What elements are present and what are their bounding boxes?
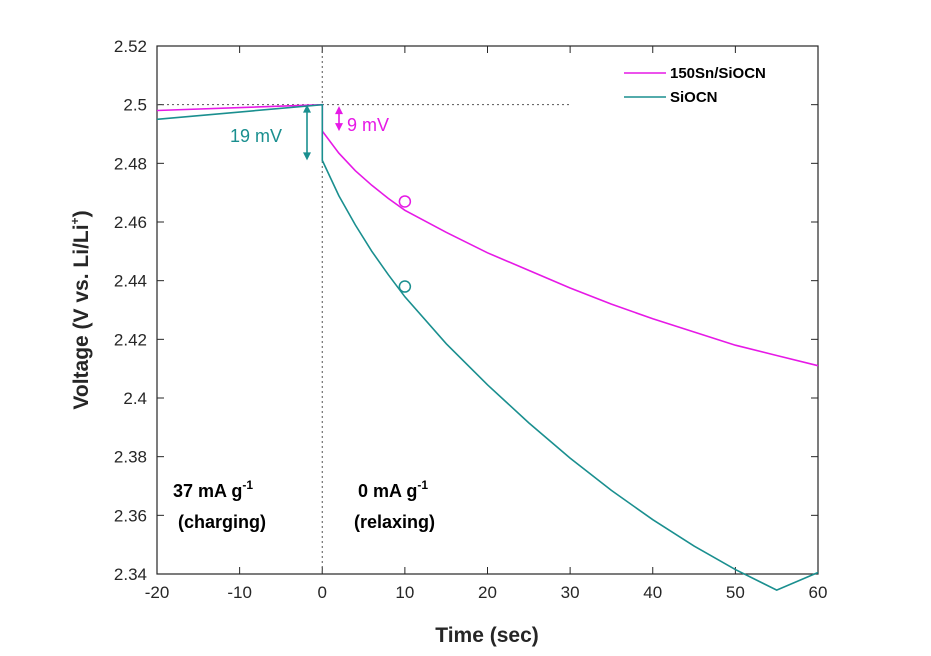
relax-rate-label: 0 mA g-1 bbox=[358, 478, 428, 501]
drop-arrow-150sn bbox=[335, 106, 343, 132]
x-tick-label: -10 bbox=[227, 583, 252, 602]
drop-arrow-siocn bbox=[303, 104, 311, 161]
annotation-9mv: 9 mV bbox=[347, 115, 389, 135]
x-tick-label: -20 bbox=[145, 583, 170, 602]
series-lines bbox=[156, 103, 819, 591]
series-line-siocn bbox=[156, 103, 819, 591]
axis-ticks: -20 -10 0 10 20 30 40 50 60 2.34 2.36 2.38 2.4 2.42 2.… bbox=[114, 37, 828, 602]
x-tick-label: 50 bbox=[726, 583, 745, 602]
y-axis-title-sup: + bbox=[68, 217, 82, 224]
annotation-19mv: 19 mV bbox=[230, 126, 282, 146]
x-tick-label: 60 bbox=[809, 583, 828, 602]
y-tick-label: 2.48 bbox=[114, 154, 147, 173]
series-markers bbox=[398, 195, 412, 293]
marker-siocn bbox=[398, 280, 412, 293]
charge-rate-sup: -1 bbox=[242, 478, 253, 492]
legend: 150Sn/SiOCN SiOCN bbox=[624, 65, 766, 106]
x-tick-label: 40 bbox=[643, 583, 662, 602]
y-tick-label: 2.4 bbox=[123, 389, 147, 408]
guide-lines bbox=[157, 46, 571, 574]
series-line-150sn bbox=[156, 103, 819, 367]
relax-state-label: (relaxing) bbox=[354, 512, 435, 532]
x-tick-label: 20 bbox=[478, 583, 497, 602]
y-axis-title-main: Voltage (V vs. Li/Li bbox=[70, 224, 93, 409]
charge-rate-label: 37 mA g-1 bbox=[173, 478, 253, 501]
drop-arrows bbox=[303, 104, 343, 161]
y-tick-label: 2.42 bbox=[114, 330, 147, 349]
relax-rate-sup: -1 bbox=[417, 478, 428, 492]
y-tick-label: 2.44 bbox=[114, 272, 147, 291]
relax-rate-main: 0 mA g bbox=[358, 481, 417, 501]
legend-label-150sn: 150Sn/SiOCN bbox=[670, 65, 766, 82]
x-tick-label: 10 bbox=[395, 583, 414, 602]
y-tick-label: 2.38 bbox=[114, 448, 147, 467]
x-tick-label: 30 bbox=[561, 583, 580, 602]
y-axis-title: Voltage (V vs. Li/Li+) bbox=[68, 210, 93, 409]
y-tick-label: 2.46 bbox=[114, 213, 147, 232]
y-tick-label: 2.5 bbox=[123, 96, 147, 115]
y-tick-label: 2.34 bbox=[114, 565, 147, 584]
y-tick-label: 2.36 bbox=[114, 506, 147, 525]
charge-rate-main: 37 mA g bbox=[173, 481, 242, 501]
x-axis-title: Time (sec) bbox=[435, 624, 539, 647]
legend-label-siocn: SiOCN bbox=[670, 89, 718, 106]
marker-150sn bbox=[398, 195, 412, 208]
y-axis-title-close: ) bbox=[70, 210, 93, 217]
charge-state-label: (charging) bbox=[178, 512, 266, 532]
x-tick-label: 0 bbox=[318, 583, 327, 602]
y-tick-label: 2.52 bbox=[114, 37, 147, 56]
